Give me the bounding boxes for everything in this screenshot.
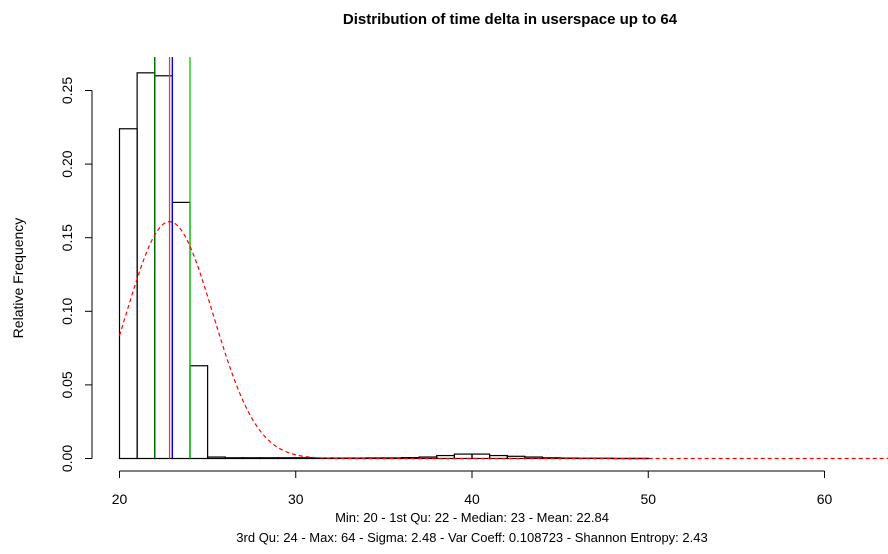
summary-line-2: 3rd Qu: 24 - Max: 64 - Sigma: 2.48 - Var…: [236, 530, 707, 545]
y-tick-label-3: 0.15: [59, 224, 75, 251]
density-curve: [118, 221, 888, 460]
histogram-bar-1: [136, 72, 156, 460]
histogram-bar-20: [471, 453, 491, 460]
chart-title: Distribution of time delta in userspace …: [343, 11, 678, 28]
x-tick-label-0: 20: [112, 491, 128, 507]
histogram-bar-7: [242, 457, 262, 460]
x-tick-label-1: 30: [288, 491, 304, 507]
histogram-bar-10: [295, 457, 314, 460]
histogram-bar-6: [224, 457, 244, 460]
y-axis: 0.00 0.05 0.10 0.15 0.20 0.25: [59, 77, 93, 472]
x-axis: 20 30 40 50 60: [112, 470, 833, 507]
y-tick-label-4: 0.20: [59, 150, 75, 177]
y-tick-label-0: 0.00: [59, 445, 75, 472]
vertical-lines-group: [154, 57, 191, 459]
y-tick-label-5: 0.25: [59, 77, 75, 104]
x-tick-label-3: 50: [640, 491, 656, 507]
density-group: [118, 221, 888, 460]
x-tick-label-4: 60: [817, 491, 833, 507]
histogram-bar-19: [453, 453, 473, 460]
histogram-bar-0: [118, 128, 138, 460]
x-tick-label-2: 40: [464, 491, 480, 507]
y-tick-label-1: 0.05: [59, 371, 75, 398]
histogram-bar-9: [277, 457, 297, 460]
bars-group: [118, 72, 649, 460]
y-tick-label-2: 0.10: [59, 297, 75, 324]
histogram-bar-8: [259, 457, 279, 460]
y-axis-label: Relative Frequency: [10, 218, 26, 339]
summary-line-1: Min: 20 - 1st Qu: 22 - Median: 23 - Mean…: [335, 510, 609, 525]
histogram-bar-5: [207, 456, 226, 460]
histogram-bar-4: [189, 365, 209, 460]
